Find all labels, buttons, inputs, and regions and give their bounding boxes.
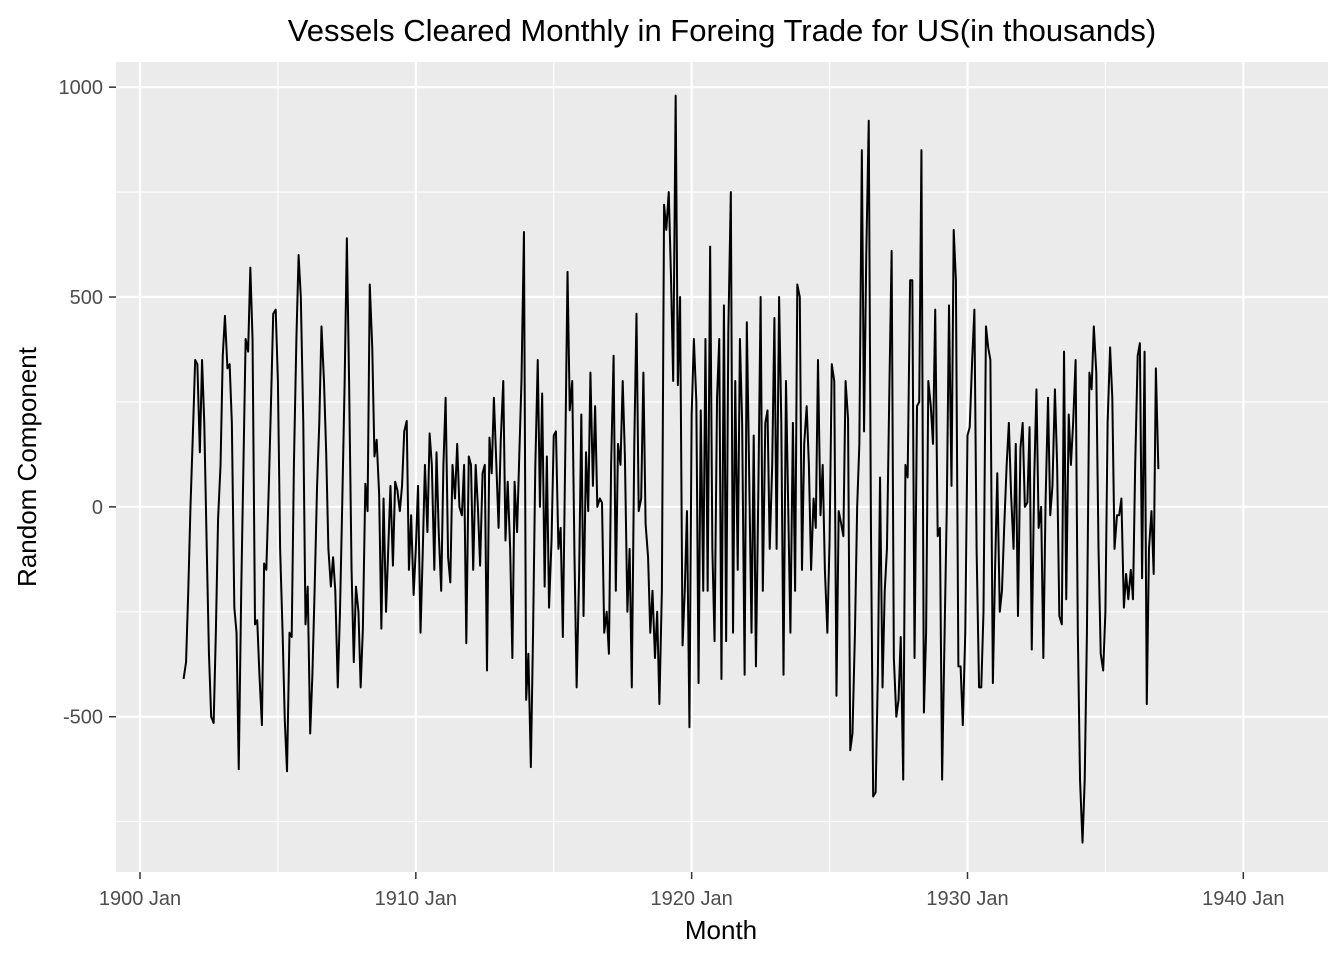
- y-tick-label: 500: [70, 287, 103, 309]
- x-tick-label: 1910 Jan: [375, 888, 457, 910]
- x-tick-label: 1930 Jan: [926, 888, 1008, 910]
- y-tick-label: -500: [63, 707, 103, 729]
- x-tick-label: 1940 Jan: [1202, 888, 1284, 910]
- axes: 1900 Jan 1910 Jan 1920 Jan 1930 Jan 1940 Jan…: [59, 77, 1285, 910]
- y-tick-label: 1000: [59, 77, 104, 99]
- y-tick-label: 0: [92, 497, 103, 519]
- x-tick-label: 1920 Jan: [651, 888, 733, 910]
- x-axis-title: Month: [685, 915, 757, 945]
- series-line: [182, 94, 1160, 844]
- y-axis-title: Random Component: [12, 346, 42, 587]
- chart-title: Vessels Cleared Monthly in Foreing Trade…: [288, 13, 1156, 48]
- series-layer: [182, 94, 1160, 844]
- x-tick-label: 1900 Jan: [99, 888, 181, 910]
